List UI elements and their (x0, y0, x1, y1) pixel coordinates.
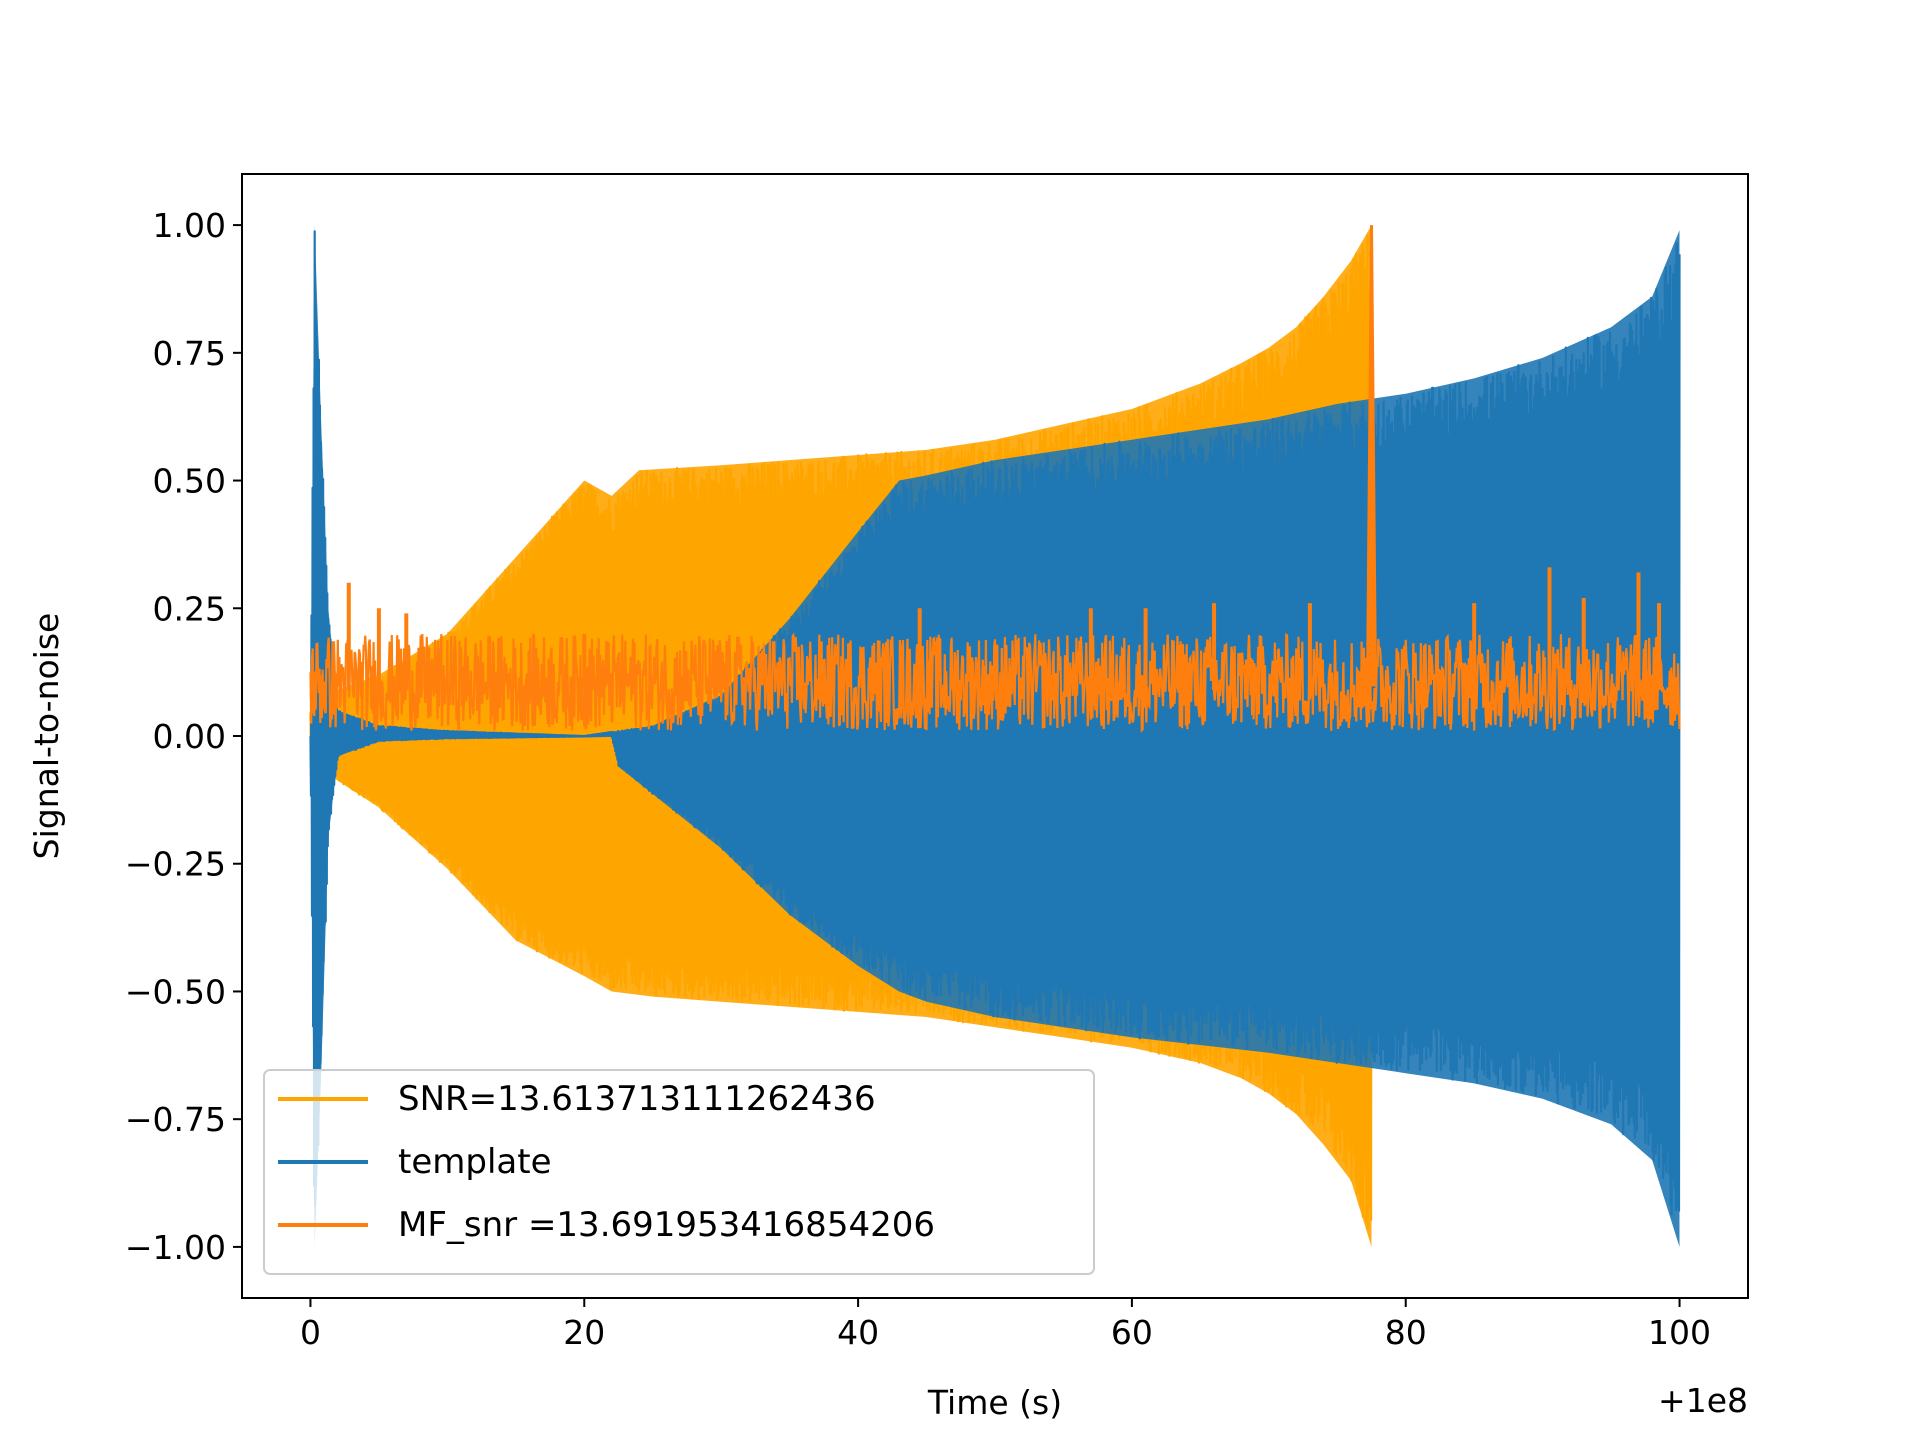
y-tick-label: 0.75 (153, 334, 226, 373)
legend-box (263, 1069, 1095, 1275)
y-tick-label: −0.75 (125, 1100, 226, 1139)
series-line-2 (309, 632, 1681, 733)
legend-label: template (398, 1142, 551, 1182)
legend-label: SNR=13.613713111262436 (398, 1079, 876, 1119)
x-axis-label: Time (s) (927, 1383, 1062, 1422)
y-tick-label: 0.00 (153, 717, 226, 756)
y-axis-label: Signal-to-noise (27, 613, 66, 860)
y-tick-label: 0.25 (153, 589, 226, 628)
x-tick-label: 40 (837, 1313, 879, 1352)
y-tick-label: −0.25 (125, 845, 226, 884)
y-axis: 1.00 0.75 0.50 0.25 0.00 −0.25 −0.50 −0.75 −1.00 (125, 206, 242, 1267)
legend: SNR=13.613713111262436 template MF_snr =1… (263, 1069, 1095, 1275)
series-layer (309, 225, 1681, 1247)
x-tick-label: 100 (1648, 1313, 1711, 1352)
series-peak (1365, 225, 1378, 687)
x-tick-label: 60 (1111, 1313, 1153, 1352)
x-tick-label: 80 (1385, 1313, 1427, 1352)
x-tick-label: 0 (300, 1313, 321, 1352)
legend-label: MF_snr =13.691953416854206 (398, 1205, 935, 1245)
y-tick-label: −0.50 (125, 972, 226, 1011)
y-tick-label: 0.50 (153, 462, 226, 501)
y-tick-label: 1.00 (153, 206, 226, 245)
plot-area (309, 225, 1681, 1247)
x-tick-label: 20 (563, 1313, 605, 1352)
y-tick-label: −1.00 (125, 1228, 226, 1267)
x-axis: 0 20 40 60 80 100 (300, 1298, 1711, 1352)
x-offset-label: +1e8 (1658, 1381, 1748, 1420)
series-envelope-1 (310, 225, 1680, 1247)
